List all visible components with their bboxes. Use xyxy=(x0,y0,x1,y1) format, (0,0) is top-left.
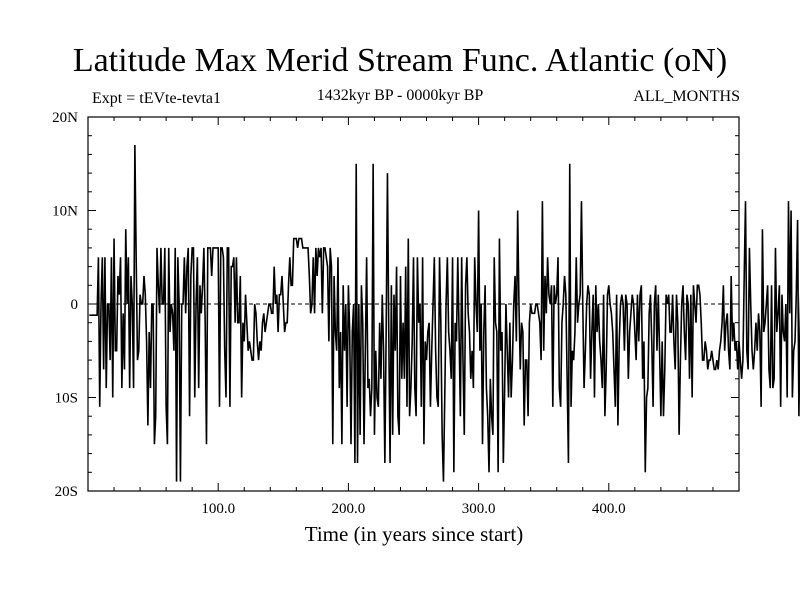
months-label: ALL_MONTHS xyxy=(633,88,740,105)
x-axis-label: Time (in years since start) xyxy=(304,522,524,546)
x-tick-label: 300.0 xyxy=(462,501,496,517)
x-tick-label: 400.0 xyxy=(592,501,626,517)
x-tick-label: 100.0 xyxy=(201,501,235,517)
y-tick-label: 10S xyxy=(55,391,78,407)
x-tick-label: 200.0 xyxy=(332,501,366,517)
time-range-label: 1432kyr BP - 0000kyr BP xyxy=(316,87,484,104)
y-tick-label: 20N xyxy=(52,110,78,126)
chart-title: Latitude Max Merid Stream Func. Atlantic… xyxy=(72,42,728,79)
y-tick-label: 0 xyxy=(71,297,79,313)
series-line-1 xyxy=(89,145,800,482)
y-tick-label: 10N xyxy=(52,204,78,220)
experiment-label: Expt = tEVte-tevta1 xyxy=(92,90,221,107)
y-tick-label: 20S xyxy=(55,484,78,500)
